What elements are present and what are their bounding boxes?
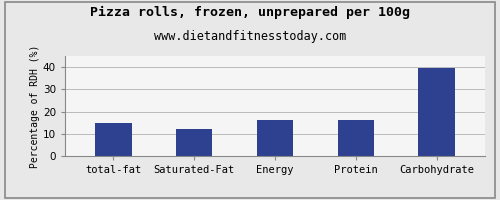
Text: www.dietandfitnesstoday.com: www.dietandfitnesstoday.com — [154, 30, 346, 43]
Bar — [338, 120, 374, 156]
Y-axis label: Percentage of RDH (%): Percentage of RDH (%) — [30, 44, 40, 168]
Bar — [418, 68, 454, 156]
Text: Pizza rolls, frozen, unprepared per 100g: Pizza rolls, frozen, unprepared per 100g — [90, 6, 410, 19]
Bar — [257, 120, 293, 156]
Bar — [176, 129, 212, 156]
Bar — [96, 123, 132, 156]
